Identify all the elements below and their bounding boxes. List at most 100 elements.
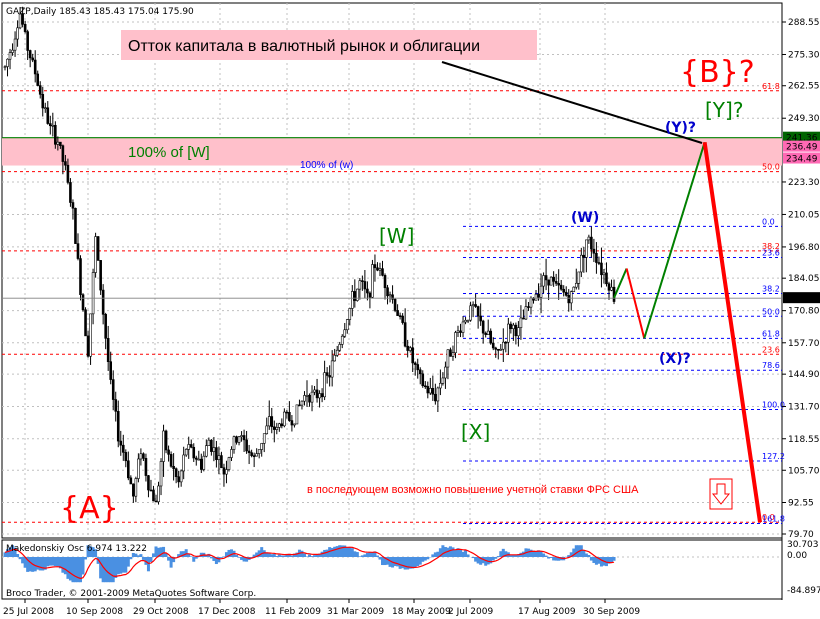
candle-body (164, 430, 168, 451)
candle-body (471, 304, 475, 307)
candle-body (242, 435, 246, 441)
blue-fib-label: 161.8 (762, 514, 785, 523)
candle-body (454, 332, 457, 354)
red-fib-label: 38.2 (762, 242, 780, 251)
candle-body (295, 404, 299, 425)
candle-body (26, 31, 29, 51)
candle-body (227, 457, 231, 470)
candle-body (210, 439, 213, 452)
candle-body (466, 319, 470, 322)
candle-body (481, 320, 485, 334)
candle-body (225, 469, 228, 475)
candle-body (144, 458, 148, 476)
forecast-segment (643, 141, 706, 339)
candle-body (363, 281, 367, 290)
candle-body (388, 294, 392, 297)
candle-body (338, 344, 342, 351)
candle-body (303, 395, 306, 402)
candle-body (31, 57, 34, 61)
candle-body (252, 455, 256, 457)
date-tick-label: 17 Dec 2008 (198, 607, 256, 617)
price-tick-label: 249.30 (788, 114, 820, 124)
date-tick-label: 18 May 2009 (392, 607, 451, 617)
candle-body (456, 330, 460, 333)
candle-body (36, 73, 40, 86)
candle-body (3, 66, 7, 68)
candle-body (345, 319, 349, 331)
candle-body (147, 475, 150, 491)
price-tick-label: 210.05 (788, 210, 820, 220)
candle-body (114, 399, 118, 412)
candle-body (167, 449, 170, 455)
candle-body (383, 275, 387, 289)
candle-body (313, 389, 316, 393)
price-marker-label: 234.49 (786, 155, 818, 165)
forecast-segment (613, 268, 628, 299)
candle-body (245, 439, 248, 452)
candle-body (23, 24, 27, 32)
candle-body (290, 420, 294, 426)
candle-body (378, 268, 382, 271)
candle-body (320, 393, 324, 398)
date-tick-label: 31 Mar 2009 (327, 607, 384, 617)
red-fib-label: 0.0 (762, 513, 775, 522)
candle-body (522, 317, 525, 320)
candle-body (592, 248, 596, 254)
candle-body (549, 276, 553, 286)
date-tick-label: 11 Feb 2009 (265, 607, 321, 617)
blue-fib-label: 61.8 (762, 329, 780, 338)
candle-body (230, 449, 233, 458)
candle-body (260, 443, 264, 450)
candle-body (89, 313, 92, 357)
candle-body (169, 454, 173, 467)
candle-body (350, 291, 354, 309)
osc-tick-label: 30.703 (787, 540, 819, 550)
candle-body (537, 293, 540, 298)
price-tick-label: 223.30 (788, 178, 820, 188)
candle-body (423, 385, 427, 388)
candle-body (416, 364, 420, 371)
candle-body (255, 453, 258, 457)
candle-body (590, 236, 593, 250)
candle-body (348, 308, 352, 320)
candle-body (305, 394, 309, 397)
candle-body (602, 272, 606, 276)
candle-body (121, 444, 125, 453)
candle-body (434, 393, 437, 402)
candle-body (486, 330, 490, 335)
candle-body (94, 236, 97, 273)
candle-body (562, 288, 566, 293)
candle-body (411, 347, 415, 364)
symbol-header: GAZP,Daily 185.43 185.43 175.04 175.90 (6, 7, 194, 17)
candle-body (74, 207, 77, 244)
candle-body (134, 478, 138, 497)
price-marker-label: 236.49 (786, 143, 818, 153)
candle-body (459, 330, 462, 333)
down-arrow-box (709, 478, 733, 510)
candle-body (84, 309, 87, 337)
candle-body (340, 335, 344, 345)
candle-body (11, 49, 14, 53)
candle-body (534, 293, 538, 301)
date-tick-label: 17 Aug 2009 (518, 607, 576, 617)
wave-small-x-label: (X)? (659, 351, 691, 367)
candle-body (48, 123, 52, 127)
candle-body (217, 455, 221, 460)
candle-body (557, 283, 560, 286)
price-marker-box (783, 131, 820, 143)
candle-body (509, 323, 513, 329)
candle-body (358, 280, 362, 290)
candle-body (119, 440, 123, 446)
candle-body (343, 329, 347, 337)
candle-body (449, 349, 452, 357)
candle-body (54, 124, 57, 145)
down-arrow-icon (711, 483, 731, 505)
candle-body (106, 338, 110, 362)
price-tick-label: 288.55 (788, 18, 820, 28)
candle-body (335, 349, 339, 356)
candle-body (124, 452, 128, 462)
price-tick-label: 131.70 (788, 403, 820, 413)
candle-body (192, 446, 196, 459)
candle-body (421, 373, 425, 387)
